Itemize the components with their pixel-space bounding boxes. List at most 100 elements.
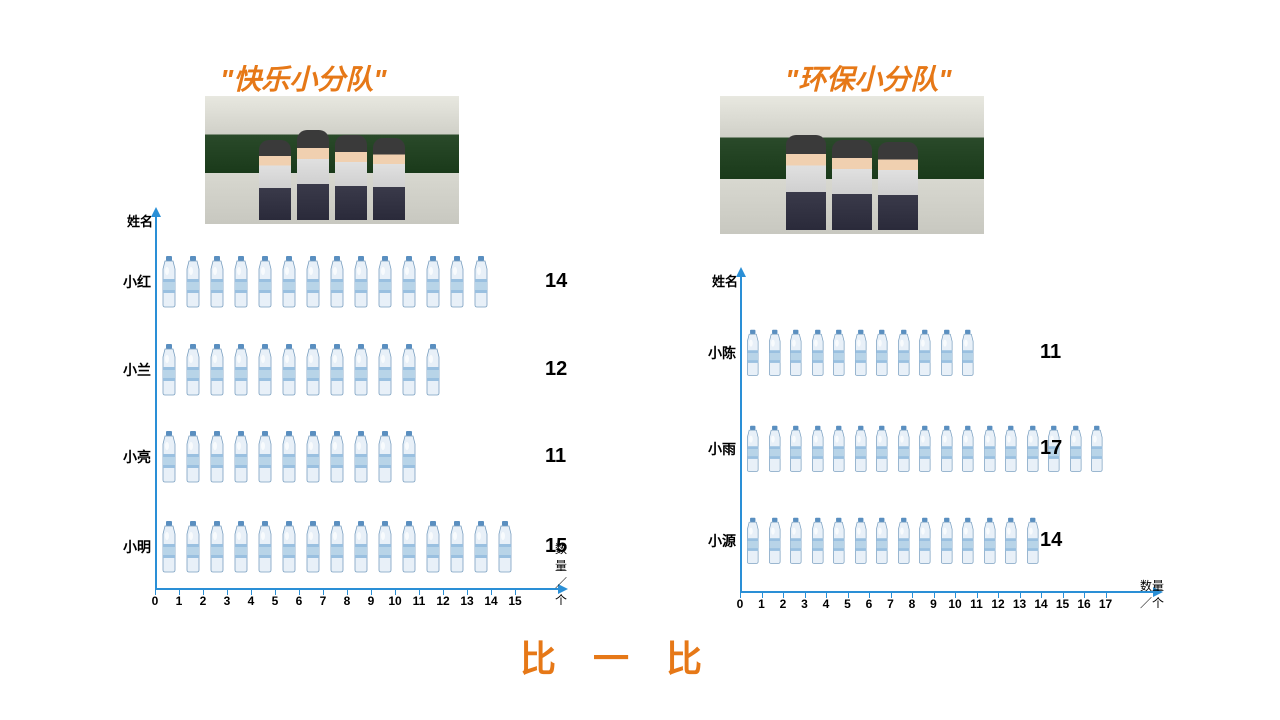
right-team-title: "环保小分队" [785, 58, 952, 98]
footer-compare-text: 比 一 比 [520, 630, 716, 682]
x-tick-label: 9 [368, 594, 375, 608]
bottle-row [157, 343, 445, 397]
x-tick-label: 8 [909, 597, 916, 611]
bottle-icon [850, 515, 872, 567]
right-chart: 姓名 数量／个 小陈 [740, 275, 1170, 593]
bottle-icon [349, 343, 373, 397]
person-silhouette [878, 142, 918, 230]
x-axis [740, 591, 1155, 593]
person-silhouette [786, 135, 826, 230]
bottle-icon [764, 327, 786, 379]
bottle-icon [325, 430, 349, 484]
bottle-icon [742, 515, 764, 567]
bottle-row [742, 327, 979, 379]
left-team-photo [205, 96, 459, 224]
bottle-icon [181, 343, 205, 397]
bottle-icon [871, 327, 893, 379]
row-value-label: 11 [545, 445, 566, 468]
x-tick-label: 6 [866, 597, 873, 611]
bottle-icon [325, 343, 349, 397]
x-tick-label: 2 [200, 594, 207, 608]
x-axis [155, 588, 560, 590]
bottle-row [157, 430, 421, 484]
bottle-icon [893, 423, 915, 475]
bottle-icon [373, 343, 397, 397]
bottle-icon [397, 343, 421, 397]
person-silhouette [297, 130, 329, 220]
bottle-icon [157, 255, 181, 309]
bottle-icon [229, 430, 253, 484]
chart-row: 小源 [742, 515, 1043, 567]
bottle-icon [301, 255, 325, 309]
y-axis-label: 姓名 [127, 211, 153, 230]
bottle-icon [301, 430, 325, 484]
bottle-icon [871, 423, 893, 475]
bottle-icon [301, 343, 325, 397]
x-tick-label: 14 [1034, 597, 1047, 611]
bottle-icon [229, 520, 253, 574]
row-name-label: 小兰 [117, 360, 151, 380]
bottle-icon [742, 327, 764, 379]
bottle-icon [205, 343, 229, 397]
bottle-icon [893, 515, 915, 567]
row-value-label: 14 [1040, 529, 1062, 552]
bottle-icon [157, 343, 181, 397]
bottle-icon [469, 520, 493, 574]
bottle-icon [421, 255, 445, 309]
right-team-photo [720, 96, 984, 234]
bottle-icon [373, 255, 397, 309]
bottle-icon [277, 343, 301, 397]
bottle-icon [764, 423, 786, 475]
x-tick-label: 15 [508, 594, 521, 608]
row-value-label: 14 [545, 270, 567, 293]
bottle-icon [349, 255, 373, 309]
x-tick-label: 2 [780, 597, 787, 611]
x-tick-label: 15 [1056, 597, 1069, 611]
bottle-icon [421, 343, 445, 397]
bottle-icon [205, 255, 229, 309]
chart-row: 小红 [157, 255, 493, 309]
left-team-title: "快乐小分队" [220, 58, 387, 98]
x-tick-label: 13 [460, 594, 473, 608]
bottle-icon [914, 515, 936, 567]
x-tick-label: 12 [436, 594, 449, 608]
bottle-icon [229, 255, 253, 309]
x-tick-label: 10 [388, 594, 401, 608]
bottle-icon [914, 423, 936, 475]
bottle-icon [277, 255, 301, 309]
bottle-icon [957, 327, 979, 379]
x-tick-label: 0 [152, 594, 159, 608]
x-tick-label: 0 [737, 597, 744, 611]
bottle-icon [914, 327, 936, 379]
bottle-icon [181, 255, 205, 309]
row-value-label: 17 [1040, 437, 1062, 460]
bottle-icon [157, 430, 181, 484]
x-tick-label: 7 [320, 594, 327, 608]
bottle-row [742, 515, 1043, 567]
bottle-icon [229, 343, 253, 397]
bottle-icon [1000, 515, 1022, 567]
bottle-icon [785, 327, 807, 379]
x-tick-label: 4 [823, 597, 830, 611]
bottle-icon [181, 430, 205, 484]
bottle-icon [373, 430, 397, 484]
bottle-icon [253, 343, 277, 397]
x-tick-label: 9 [930, 597, 937, 611]
bottle-icon [936, 423, 958, 475]
x-tick-label: 14 [484, 594, 497, 608]
row-value-label: 15 [545, 535, 567, 558]
x-tick-label: 3 [224, 594, 231, 608]
bottle-icon [277, 430, 301, 484]
row-name-label: 小雨 [702, 439, 736, 459]
bottle-icon [493, 520, 517, 574]
person-silhouette [335, 135, 367, 220]
bottle-icon [349, 520, 373, 574]
x-tick-label: 11 [970, 597, 983, 611]
bottle-icon [349, 430, 373, 484]
bottle-icon [205, 430, 229, 484]
x-tick-label: 11 [413, 594, 426, 608]
bottle-icon [277, 520, 301, 574]
x-tick-label: 13 [1013, 597, 1026, 611]
bottle-icon [1065, 423, 1087, 475]
person-silhouette [832, 140, 872, 230]
